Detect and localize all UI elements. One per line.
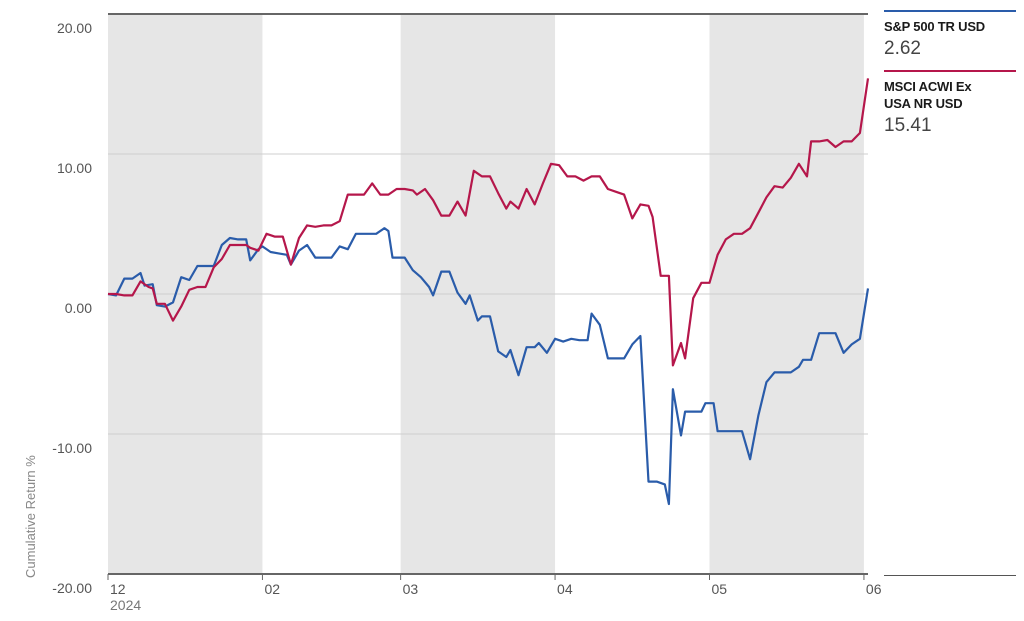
- series-line-sp500: [107, 227, 870, 506]
- y-axis-ticks: 20.00 10.00 0.00 -10.00 -20.00: [52, 20, 92, 596]
- x-tick-sublabel: 2024: [110, 597, 141, 613]
- x-tick-label: 04: [557, 581, 573, 597]
- legend-item-msci: MSCI ACWI Ex USA NR USD 15.41: [884, 70, 1016, 137]
- y-tick-label: 0.00: [65, 300, 92, 316]
- y-axis-label: Cumulative Return %: [23, 455, 38, 578]
- x-tick-label: 03: [403, 581, 419, 597]
- legend: S&P 500 TR USD 2.62 MSCI ACWI Ex USA NR …: [884, 10, 1016, 147]
- legend-name: MSCI ACWI Ex USA NR USD: [884, 79, 972, 111]
- series-lines: [107, 78, 870, 506]
- grid-lines: [108, 13, 868, 575]
- y-tick-label: -20.00: [52, 580, 92, 596]
- y-tick-label: 20.00: [57, 20, 92, 36]
- legend-value: 15.41: [884, 115, 932, 136]
- legend-value: 2.62: [884, 38, 921, 59]
- legend-item-sp500: S&P 500 TR USD 2.62: [884, 10, 1016, 60]
- y-tick-label: 10.00: [57, 160, 92, 176]
- legend-name: S&P 500 TR USD: [884, 19, 985, 34]
- x-tick-label: 05: [711, 581, 727, 597]
- legend-bottom-rule: [884, 575, 1016, 576]
- x-tick-label: 06: [866, 581, 882, 597]
- y-tick-label: -10.00: [52, 440, 92, 456]
- x-tick-label: 02: [264, 581, 280, 597]
- series-line-msci-acwi-ex-usa: [108, 78, 870, 367]
- x-tick-label: 12: [110, 581, 126, 597]
